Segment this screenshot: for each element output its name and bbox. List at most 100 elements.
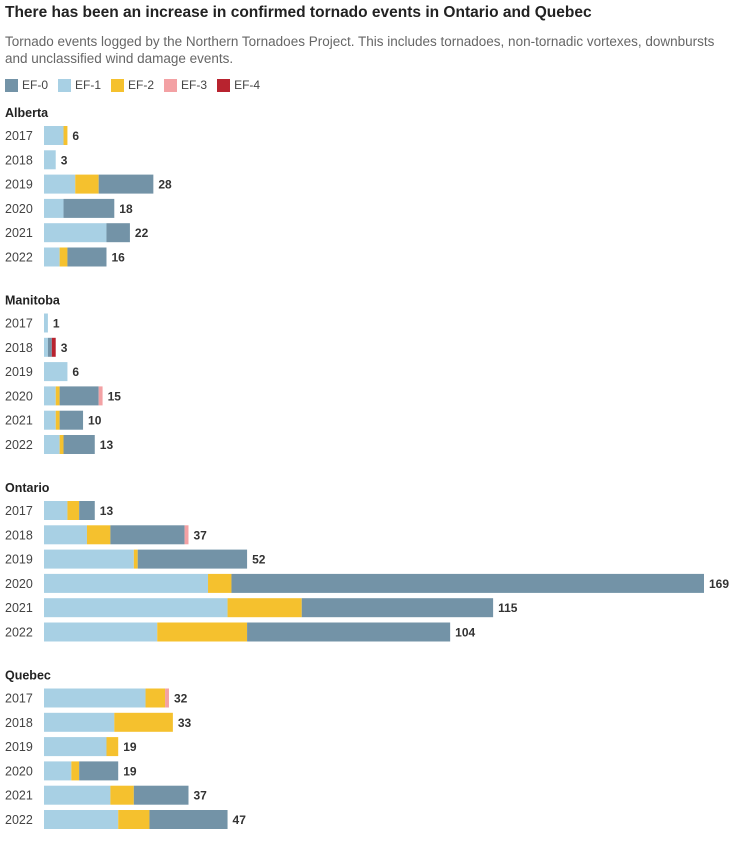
total-label: 16 bbox=[111, 251, 125, 265]
bar-segment-ef-3 bbox=[165, 688, 169, 708]
bar-segment-ef-1 bbox=[44, 810, 119, 829]
bar-segment-ef-2 bbox=[63, 126, 68, 145]
total-label: 52 bbox=[252, 553, 266, 567]
bar-segment-ef-2 bbox=[227, 598, 302, 618]
total-label: 15 bbox=[108, 389, 122, 403]
legend-swatch-ef2 bbox=[111, 78, 125, 92]
total-label: 28 bbox=[158, 178, 172, 192]
bar-segment-ef-1 bbox=[44, 501, 68, 520]
bar-segment-ef-1 bbox=[44, 247, 60, 267]
bar-segment-ef-0 bbox=[79, 501, 95, 520]
group-label-alberta: Alberta bbox=[5, 106, 49, 120]
bar-segment-ef-2 bbox=[59, 247, 68, 267]
bar-segment-ef-4 bbox=[51, 337, 56, 357]
bar-segment-ef-3 bbox=[98, 386, 103, 406]
bar-segment-ef-0 bbox=[106, 223, 130, 243]
bar-segment-ef-0 bbox=[110, 525, 185, 545]
bar-segment-ef-2 bbox=[71, 761, 80, 781]
legend-item-ef2: EF-2 bbox=[111, 78, 154, 92]
bar-segment-ef-0 bbox=[98, 174, 154, 194]
year-label: 2018 bbox=[5, 341, 33, 355]
chart-title: There has been an increase in confirmed … bbox=[5, 4, 592, 21]
bar-segment-ef-2 bbox=[55, 386, 60, 406]
legend-item-ef3: EF-3 bbox=[164, 78, 207, 92]
bar-segment-ef-1 bbox=[44, 223, 107, 243]
bar-segment-ef-1 bbox=[44, 549, 134, 569]
total-label: 104 bbox=[455, 626, 475, 640]
year-label: 2019 bbox=[5, 365, 33, 379]
bar-segment-ef-1 bbox=[44, 712, 115, 732]
bar-segment-ef-1 bbox=[44, 435, 60, 454]
year-label: 2021 bbox=[5, 414, 33, 428]
total-label: 3 bbox=[61, 153, 68, 167]
bar-segment-ef-1 bbox=[44, 737, 107, 757]
bar-segment-ef-0 bbox=[301, 598, 494, 618]
bar-segment-ef-2 bbox=[114, 712, 173, 732]
total-label: 47 bbox=[233, 813, 247, 827]
year-label: 2019 bbox=[5, 740, 33, 754]
bar-segment-ef-1 bbox=[44, 337, 48, 357]
year-label: 2017 bbox=[5, 692, 33, 706]
bar-segment-ef-1 bbox=[44, 126, 64, 145]
bar-segment-ef-2 bbox=[145, 688, 166, 708]
bar-segment-ef-2 bbox=[157, 622, 248, 642]
legend-label-ef3: EF-3 bbox=[181, 78, 208, 92]
bar-segment-ef-0 bbox=[63, 198, 115, 218]
bar-segment-ef-0 bbox=[133, 785, 189, 805]
bar-segment-ef-0 bbox=[59, 386, 99, 406]
bar-segment-ef-1 bbox=[44, 573, 209, 593]
bar-segment-ef-2 bbox=[208, 573, 232, 593]
year-label: 2021 bbox=[5, 601, 33, 615]
chart-subtitle: Tornado events logged by the Northern To… bbox=[5, 34, 715, 66]
group-label-manitoba: Manitoba bbox=[5, 294, 61, 308]
legend-label-ef0: EF-0 bbox=[22, 78, 49, 92]
legend-swatch-ef0 bbox=[5, 78, 18, 92]
bar-segment-ef-2 bbox=[75, 174, 99, 194]
bar-segment-ef-1 bbox=[44, 761, 72, 781]
year-label: 2018 bbox=[5, 716, 33, 730]
legend-swatch-ef1 bbox=[58, 78, 72, 92]
year-label: 2021 bbox=[5, 226, 33, 240]
bar-segment-ef-1 bbox=[44, 785, 111, 805]
bar-segment-ef-1 bbox=[44, 362, 68, 382]
bar-segment-ef-2 bbox=[86, 525, 111, 545]
year-label: 2022 bbox=[5, 813, 33, 827]
total-label: 22 bbox=[135, 226, 149, 240]
total-label: 32 bbox=[174, 692, 188, 706]
bar-segment-ef-1 bbox=[44, 688, 146, 708]
total-label: 169 bbox=[709, 577, 729, 591]
total-label: 33 bbox=[178, 716, 192, 730]
bar-segment-ef-1 bbox=[44, 410, 56, 430]
bar-segment-ef-0 bbox=[47, 337, 52, 357]
bar-segment-ef-2 bbox=[110, 785, 134, 805]
total-label: 10 bbox=[88, 414, 102, 428]
legend-label-ef1: EF-1 bbox=[75, 78, 102, 92]
legend-swatch-ef4 bbox=[217, 78, 231, 92]
legend-item-ef0: EF-0 bbox=[5, 78, 48, 92]
bar-segment-ef-0 bbox=[149, 810, 228, 829]
year-label: 2020 bbox=[5, 389, 33, 403]
bar-segment-ef-2 bbox=[133, 549, 138, 569]
bar-segment-ef-3 bbox=[184, 525, 189, 545]
bar-segment-ef-2 bbox=[55, 410, 60, 430]
bar-segment-ef-2 bbox=[59, 435, 64, 454]
year-label: 2019 bbox=[5, 553, 33, 567]
total-label: 19 bbox=[123, 764, 137, 778]
bar-segment-ef-2 bbox=[106, 737, 119, 757]
year-label: 2017 bbox=[5, 317, 33, 331]
bar-segment-ef-1 bbox=[44, 150, 56, 170]
total-label: 1 bbox=[53, 317, 60, 331]
total-label: 115 bbox=[498, 601, 518, 615]
year-label: 2018 bbox=[5, 528, 33, 542]
year-label: 2020 bbox=[5, 202, 33, 216]
bar-segment-ef-2 bbox=[118, 810, 150, 829]
bar-segment-ef-2 bbox=[67, 501, 80, 520]
legend-label-ef4: EF-4 bbox=[234, 78, 261, 92]
bar-segment-ef-0 bbox=[67, 247, 107, 267]
legend-label-ef2: EF-2 bbox=[128, 78, 155, 92]
bar-segment-ef-1 bbox=[44, 386, 56, 406]
bar-segment-ef-0 bbox=[79, 761, 119, 781]
year-label: 2020 bbox=[5, 764, 33, 778]
legend-item-ef4: EF-4 bbox=[217, 78, 260, 92]
bar-segment-ef-1 bbox=[44, 198, 64, 218]
